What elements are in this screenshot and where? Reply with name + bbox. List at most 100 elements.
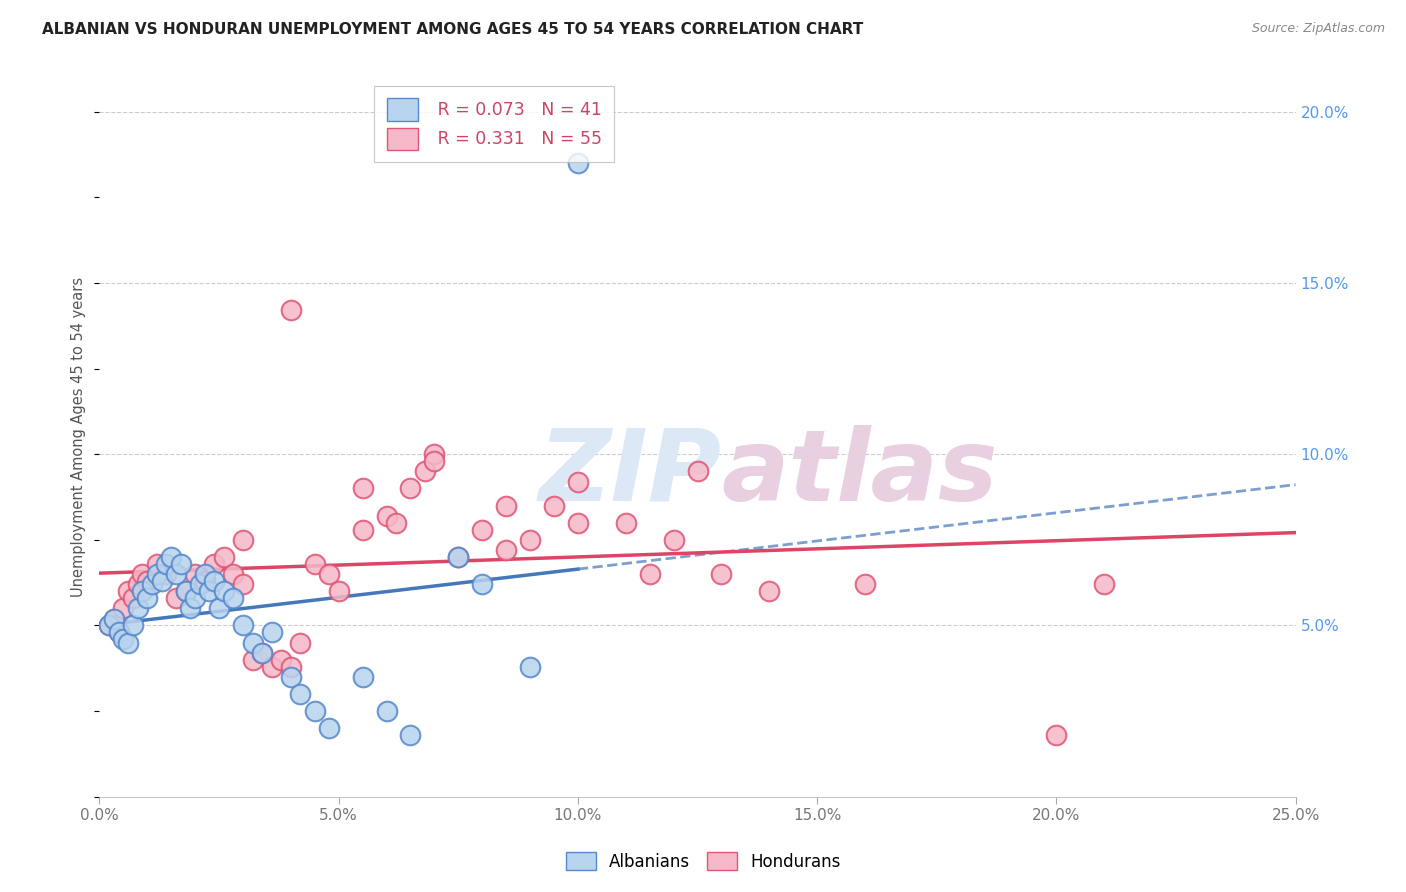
Point (194, 567, 217, 582)
Point (107, 625, 129, 640)
Point (150, 574, 173, 588)
Point (1045, 728, 1067, 742)
Point (471, 523, 494, 537)
Y-axis label: Unemployment Among Ages 45 to 54 years: Unemployment Among Ages 45 to 54 years (72, 277, 86, 597)
Point (280, 659, 302, 673)
Text: Source: ZipAtlas.com: Source: ZipAtlas.com (1251, 22, 1385, 36)
Point (543, 499, 565, 513)
Point (447, 549, 470, 564)
Point (352, 523, 374, 537)
Point (117, 635, 139, 649)
Point (495, 543, 517, 558)
Point (107, 625, 129, 640)
Point (112, 601, 135, 615)
Point (184, 591, 207, 605)
Point (567, 156, 589, 170)
Point (399, 728, 422, 742)
Point (413, 464, 436, 478)
Point (212, 584, 235, 599)
Point (423, 447, 446, 461)
Point (179, 601, 201, 615)
Point (567, 475, 589, 489)
Point (270, 653, 292, 667)
Point (141, 577, 163, 591)
Point (352, 482, 374, 496)
Point (662, 533, 685, 547)
Point (710, 567, 733, 582)
Point (250, 646, 273, 660)
Point (447, 549, 470, 564)
Point (686, 464, 709, 478)
Point (174, 584, 197, 599)
Point (127, 601, 149, 615)
Point (98, 618, 121, 632)
Point (136, 591, 159, 605)
Point (853, 577, 876, 591)
Point (1092, 577, 1115, 591)
Point (202, 574, 225, 588)
Point (375, 508, 398, 523)
Point (495, 499, 517, 513)
Point (242, 635, 264, 649)
Point (471, 577, 494, 591)
Point (98, 618, 121, 632)
Point (103, 611, 125, 625)
Point (304, 704, 326, 718)
Point (194, 574, 217, 588)
Point (519, 533, 541, 547)
Point (260, 659, 283, 673)
Point (232, 533, 254, 547)
Point (122, 591, 145, 605)
Point (184, 567, 207, 582)
Point (103, 611, 125, 625)
Point (318, 721, 340, 735)
Point (208, 601, 231, 615)
Point (222, 567, 245, 582)
Point (328, 584, 350, 599)
Point (174, 584, 197, 599)
Point (146, 567, 169, 582)
Point (318, 567, 340, 582)
Point (423, 454, 446, 468)
Point (280, 670, 302, 684)
Text: ALBANIAN VS HONDURAN UNEMPLOYMENT AMONG AGES 45 TO 54 YEARS CORRELATION CHART: ALBANIAN VS HONDURAN UNEMPLOYMENT AMONG … (42, 22, 863, 37)
Point (304, 557, 326, 571)
Point (202, 557, 225, 571)
Point (160, 549, 183, 564)
Point (155, 557, 177, 571)
Point (250, 646, 273, 660)
Point (131, 584, 153, 599)
Point (212, 549, 235, 564)
Point (638, 567, 661, 582)
Point (131, 567, 153, 582)
Point (614, 516, 637, 530)
Point (146, 557, 169, 571)
Point (222, 591, 245, 605)
Point (290, 635, 312, 649)
Point (165, 591, 187, 605)
Point (352, 670, 374, 684)
Point (242, 653, 264, 667)
Text: atlas: atlas (721, 425, 998, 522)
Point (375, 704, 398, 718)
Point (117, 584, 139, 599)
Point (170, 557, 193, 571)
Legend:  R = 0.073   N = 41,  R = 0.331   N = 55: R = 0.073 N = 41, R = 0.331 N = 55 (374, 87, 614, 162)
Point (399, 482, 422, 496)
Point (260, 625, 283, 640)
Point (188, 577, 211, 591)
Point (519, 659, 541, 673)
Point (232, 577, 254, 591)
Point (290, 687, 312, 701)
Legend: Albanians, Hondurans: Albanians, Hondurans (557, 844, 849, 880)
Point (155, 567, 177, 582)
Point (136, 574, 159, 588)
Point (232, 618, 254, 632)
Point (127, 577, 149, 591)
Point (758, 584, 780, 599)
Point (112, 632, 135, 647)
Point (567, 516, 589, 530)
Point (198, 584, 221, 599)
Point (280, 303, 302, 318)
Text: ZIP: ZIP (538, 425, 721, 522)
